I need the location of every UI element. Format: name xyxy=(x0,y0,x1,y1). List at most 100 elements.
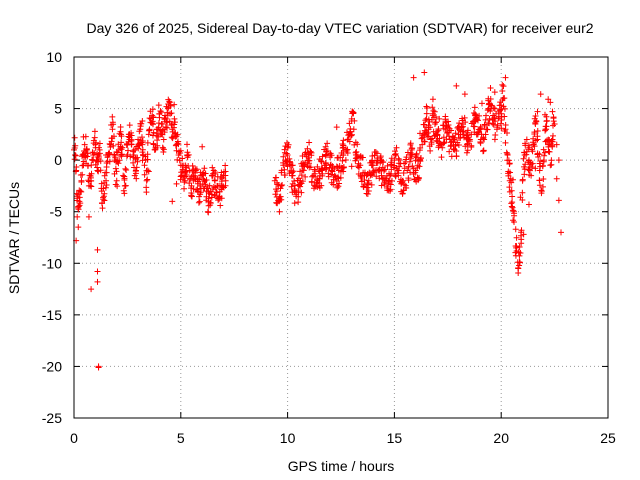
data-point xyxy=(182,168,189,175)
data-point xyxy=(512,226,519,233)
data-point xyxy=(81,141,88,148)
data-point xyxy=(95,144,102,151)
data-point xyxy=(399,177,406,184)
data-point xyxy=(409,151,416,158)
data-point xyxy=(84,162,91,169)
data-point xyxy=(549,132,556,139)
data-point xyxy=(75,224,82,231)
data-point xyxy=(169,135,176,142)
data-point xyxy=(123,142,130,149)
data-point xyxy=(443,119,450,126)
data-point xyxy=(171,119,178,126)
data-points xyxy=(71,69,565,371)
data-point xyxy=(188,193,195,200)
data-point xyxy=(416,163,423,170)
data-point xyxy=(95,158,102,165)
data-point xyxy=(348,131,355,138)
data-point xyxy=(139,137,146,144)
y-tick-label: -15 xyxy=(42,307,62,323)
data-point xyxy=(354,141,361,148)
data-point xyxy=(392,173,399,180)
data-point xyxy=(164,112,171,119)
data-point xyxy=(332,174,339,181)
chart-title: Day 326 of 2025, Sidereal Day-to-day VTE… xyxy=(86,20,593,36)
data-point xyxy=(191,169,198,176)
data-point xyxy=(276,208,283,215)
data-point xyxy=(501,95,508,102)
data-point xyxy=(417,155,424,162)
data-point xyxy=(539,183,546,190)
data-point xyxy=(434,128,441,135)
data-point xyxy=(144,139,151,146)
data-point xyxy=(217,202,224,209)
data-point xyxy=(322,152,329,159)
data-point xyxy=(76,202,83,209)
data-point xyxy=(160,146,167,153)
data-point xyxy=(543,123,550,130)
data-point xyxy=(94,246,101,253)
data-point xyxy=(205,209,212,216)
data-point xyxy=(144,167,151,174)
data-point xyxy=(365,180,372,187)
data-point xyxy=(487,95,494,102)
data-point xyxy=(532,165,539,172)
data-point xyxy=(492,118,499,125)
data-point xyxy=(529,160,536,167)
data-point xyxy=(74,213,81,220)
data-point xyxy=(289,172,296,179)
data-point xyxy=(384,162,391,169)
data-point xyxy=(220,184,227,191)
data-point xyxy=(526,167,533,174)
data-point xyxy=(295,175,302,182)
data-point xyxy=(199,143,206,150)
data-point xyxy=(88,183,95,190)
data-point xyxy=(470,119,477,126)
data-point xyxy=(94,278,101,285)
data-point xyxy=(368,181,375,188)
data-point xyxy=(122,165,129,172)
data-point xyxy=(490,112,497,119)
data-point xyxy=(329,168,336,175)
data-point xyxy=(443,136,450,143)
data-point xyxy=(393,144,400,151)
data-point xyxy=(545,136,552,143)
data-point xyxy=(536,151,543,158)
plot-frame xyxy=(73,56,609,419)
data-point xyxy=(453,82,460,89)
data-point xyxy=(221,168,228,175)
data-point xyxy=(498,125,505,132)
data-point xyxy=(139,157,146,164)
data-point xyxy=(212,192,219,199)
data-point xyxy=(281,172,288,179)
data-point xyxy=(453,147,460,154)
data-point xyxy=(546,148,553,155)
data-point xyxy=(307,148,314,155)
data-point xyxy=(103,182,110,189)
data-point xyxy=(118,139,125,146)
data-point xyxy=(518,236,525,243)
data-point xyxy=(361,177,368,184)
data-point xyxy=(339,157,346,164)
data-point xyxy=(455,135,462,142)
data-point xyxy=(490,105,497,112)
data-point xyxy=(174,131,181,138)
data-point xyxy=(525,201,532,208)
data-point xyxy=(295,193,302,200)
data-point xyxy=(297,168,304,175)
data-point xyxy=(351,117,358,124)
data-point xyxy=(427,124,434,131)
data-point xyxy=(113,168,120,175)
data-point xyxy=(407,169,414,176)
data-point xyxy=(95,364,102,371)
data-point xyxy=(141,162,148,169)
data-point xyxy=(430,107,437,114)
data-point xyxy=(273,174,280,181)
data-point xyxy=(392,152,399,159)
data-point xyxy=(399,190,406,197)
data-point xyxy=(73,190,80,197)
data-point xyxy=(510,217,517,224)
data-point xyxy=(551,121,558,128)
data-point xyxy=(541,149,548,156)
data-point xyxy=(340,142,347,149)
data-point xyxy=(149,118,156,125)
